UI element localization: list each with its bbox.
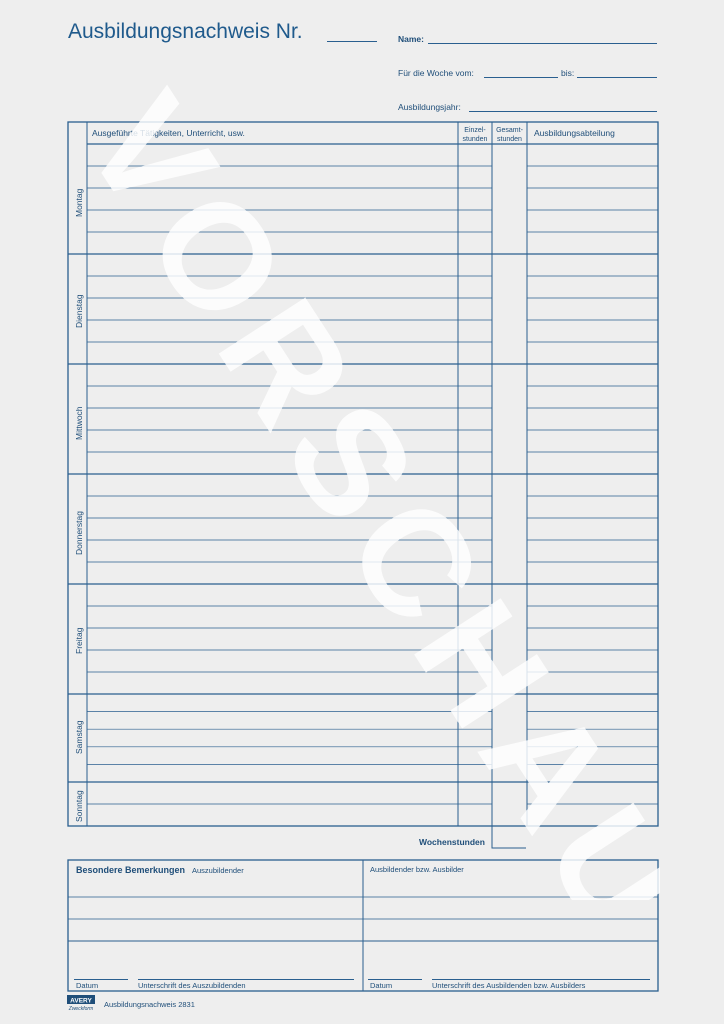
signature-field-trainer[interactable] <box>432 979 650 980</box>
remarks-title: Besondere Bemerkungen <box>76 865 186 875</box>
avery-logo: AVERY Zweckform <box>66 994 96 1012</box>
remarks-trainee-label: Auszubildender <box>192 866 244 875</box>
form-title: Ausbildungsnachweis Nr. <box>68 20 303 43</box>
total-hours-header: Gesamt- stunden <box>496 127 523 143</box>
weekly-hours-box[interactable] <box>490 826 530 852</box>
form-name: Ausbildungsnachweis 2831 <box>104 1000 195 1009</box>
single-hours-header: Einzel- stunden <box>462 127 488 143</box>
number-field-line[interactable] <box>327 41 377 42</box>
activities-header: Ausgeführte Tätigkeiten, Unterricht, usw… <box>92 128 245 138</box>
date-label-right: Datum <box>370 981 393 990</box>
day-label-mittwoch: Mittwoch <box>74 406 84 440</box>
svg-text:AVERY: AVERY <box>70 997 92 1004</box>
day-label-samstag: Samstag <box>74 720 84 754</box>
week-until-field[interactable] <box>577 77 657 78</box>
year-field[interactable] <box>469 111 657 112</box>
date-label-left: Datum <box>76 981 99 990</box>
signature-label-trainee: Unterschrift des Auszubildenden <box>138 981 246 990</box>
day-label-sonntag: Sonntag <box>74 790 84 822</box>
name-field[interactable] <box>428 43 657 44</box>
name-label: Name: <box>398 34 424 44</box>
date-field-left[interactable] <box>74 979 128 980</box>
year-label: Ausbildungsjahr: <box>398 102 461 112</box>
day-label-dienstag: Dienstag <box>74 294 84 328</box>
signature-label-trainer: Unterschrift des Ausbildenden bzw. Ausbi… <box>432 981 586 990</box>
signature-field-trainee[interactable] <box>138 979 354 980</box>
weekly-hours-label: Wochenstunden <box>419 837 485 847</box>
day-label-montag: Montag <box>74 188 84 217</box>
day-label-freitag: Freitag <box>74 627 84 654</box>
date-field-right[interactable] <box>368 979 422 980</box>
week-label: Für die Woche vom: <box>398 68 474 78</box>
until-label: bis: <box>561 68 575 78</box>
week-from-field[interactable] <box>484 77 558 78</box>
svg-text:Zweckform: Zweckform <box>68 1006 93 1012</box>
department-header: Ausbildungsabteilung <box>534 128 615 138</box>
day-label-donnerstag: Donnerstag <box>74 511 84 555</box>
remarks-trainer-label: Ausbildender bzw. Ausbilder <box>370 865 464 874</box>
